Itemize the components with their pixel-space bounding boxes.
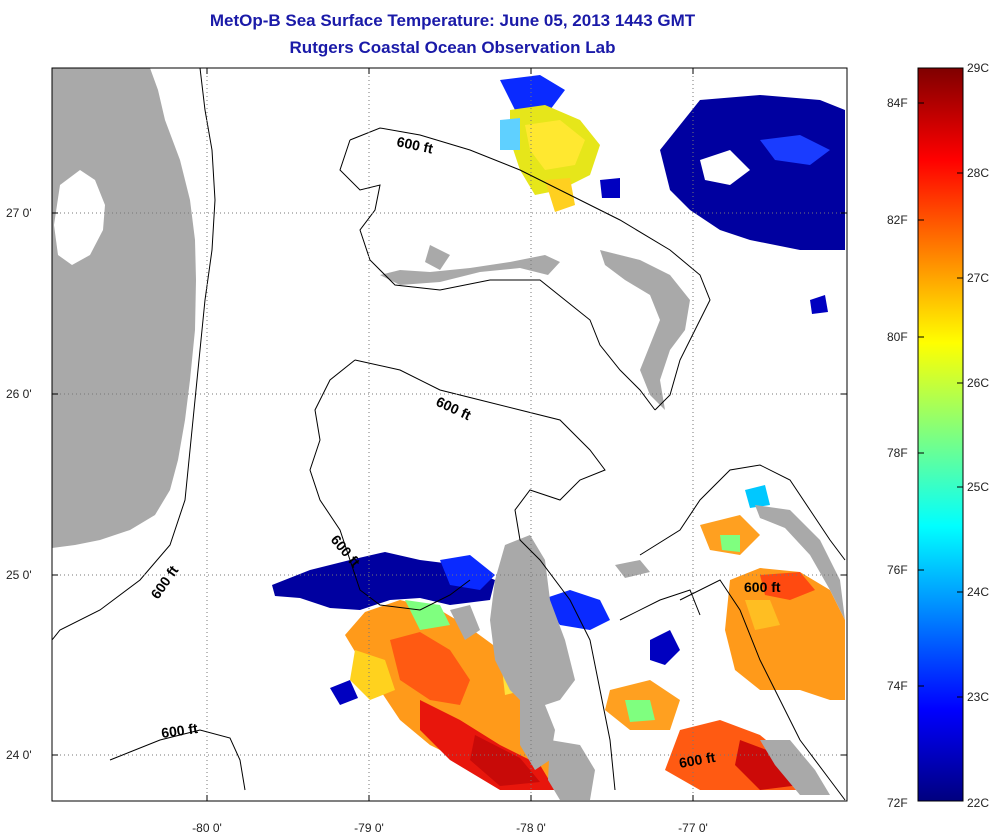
sst-southeast-warm-patch [605, 515, 845, 790]
map-title: MetOp-B Sea Surface Temperature: June 05… [209, 11, 696, 30]
colorbar-gradient [917, 67, 964, 802]
andros-land [450, 535, 595, 800]
lon-tick-label: -79 0' [354, 821, 384, 835]
lat-tick-label: 24 0' [6, 748, 32, 762]
grand-bahama-land [380, 245, 560, 285]
colorbar-c-label: 27C [967, 271, 989, 285]
lon-tick-label: -77 0' [678, 821, 708, 835]
colorbar-f-label: 84F [887, 96, 908, 110]
colorbar-c-label: 29C [967, 61, 989, 75]
lat-tick-label: 27 0' [6, 206, 32, 220]
contour-label: 600 ft [678, 749, 717, 771]
temperature-colorbar: 84F 82F 80F 78F 76F 74F 72F 29C 28C 27C … [887, 61, 989, 810]
colorbar-f-label: 80F [887, 330, 908, 344]
map-subtitle: Rutgers Coastal Ocean Observation Lab [289, 38, 616, 57]
colorbar-c-label: 28C [967, 166, 989, 180]
lat-tick-label: 25 0' [6, 568, 32, 582]
lat-tick-label: 26 0' [6, 387, 32, 401]
lon-tick-label: -78 0' [516, 821, 546, 835]
eleuthera-land [615, 505, 845, 795]
colorbar-f-label: 72F [887, 796, 908, 810]
sst-cold-patches [272, 75, 845, 705]
colorbar-f-label: 82F [887, 213, 908, 227]
lake-okeechobee [54, 170, 105, 265]
colorbar-c-label: 25C [967, 480, 989, 494]
colorbar-f-label: 78F [887, 446, 908, 460]
plot-frame [51, 67, 848, 802]
colorbar-f-label: 76F [887, 563, 908, 577]
contour-label: 600 ft [160, 720, 199, 741]
colorbar-c-label: 23C [967, 690, 989, 704]
abaco-land [600, 250, 690, 410]
colorbar-c-label: 26C [967, 376, 989, 390]
bathymetry-contours [52, 68, 846, 801]
contour-label: 600 ft [744, 579, 781, 595]
colorbar-f-label: 74F [887, 679, 908, 693]
florida-land [52, 68, 196, 548]
lon-tick-label: -80 0' [192, 821, 222, 835]
colorbar-c-label: 24C [967, 585, 989, 599]
axis-ticks [52, 68, 847, 801]
grid-lines [52, 68, 847, 801]
contour-label: 600 ft [395, 133, 434, 156]
colorbar-c-label: 22C [967, 796, 989, 810]
